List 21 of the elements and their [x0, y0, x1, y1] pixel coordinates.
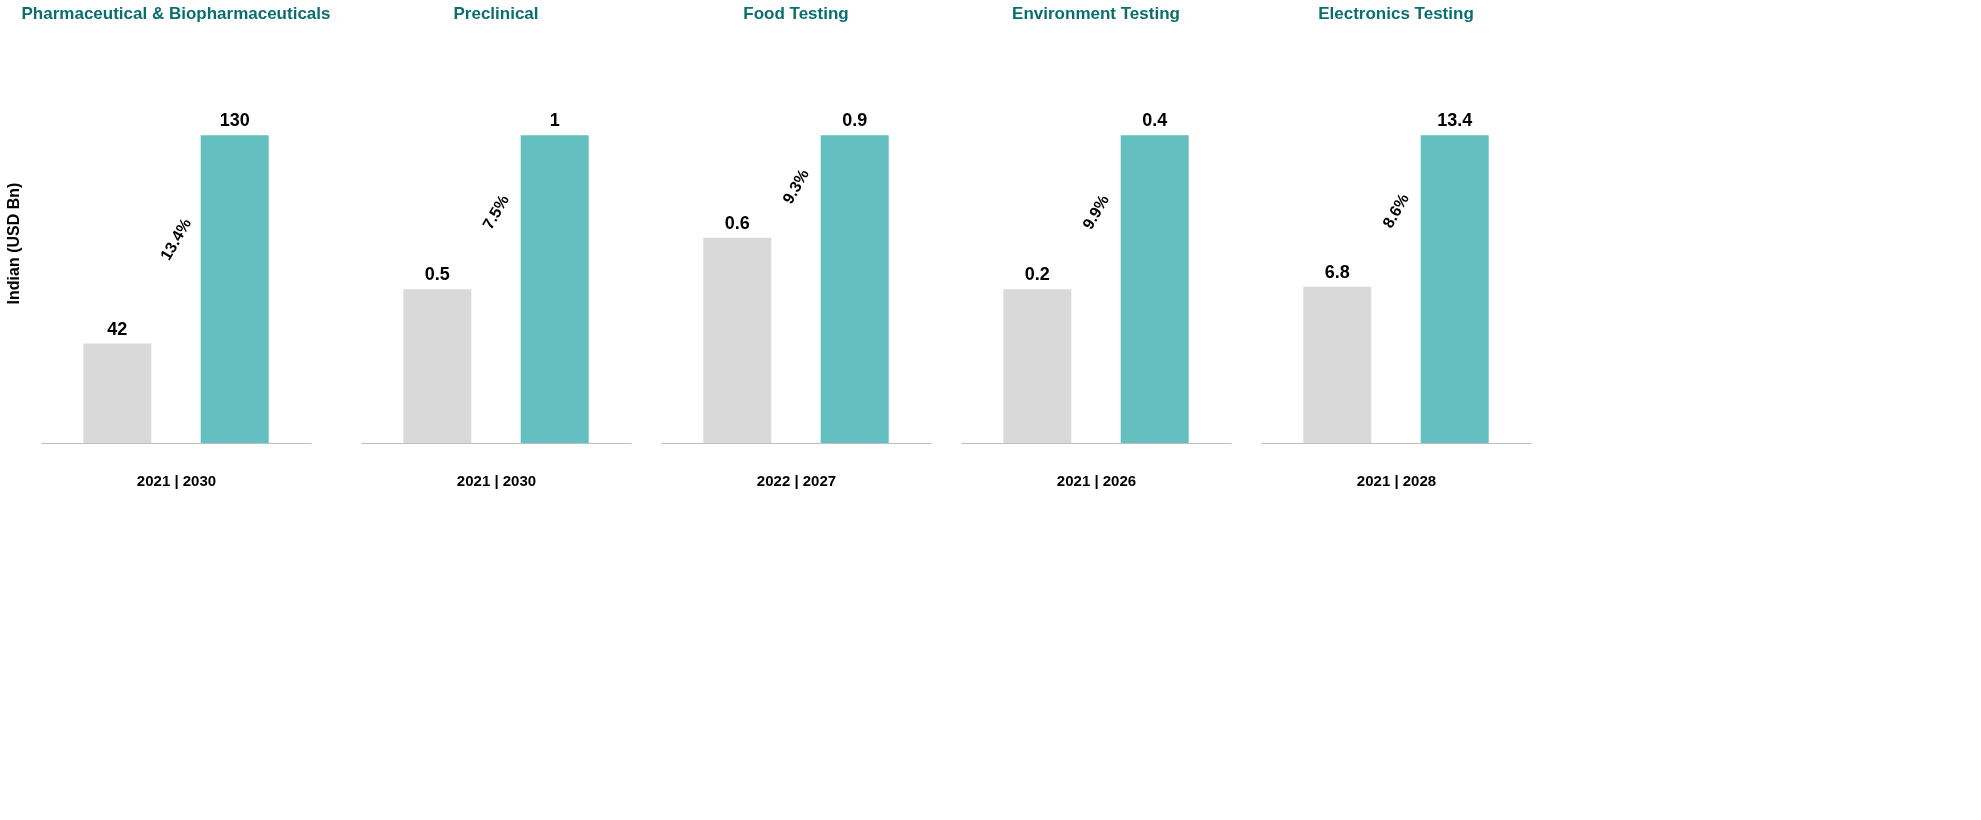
data-label: 42 [107, 318, 128, 339]
data-label: 0.2 [1024, 264, 1050, 285]
data-label: 6.8 [1324, 261, 1350, 282]
data-label: 0.9 [842, 110, 868, 131]
data-label: 0.4 [1142, 110, 1168, 131]
chart-title: Environment Testing [1012, 4, 1180, 23]
data-label: 1 [549, 110, 560, 131]
x-axis-title: 2022 | 2027 [756, 471, 837, 489]
data-label: 0.6 [724, 212, 750, 233]
data-label: 13.4 [1437, 110, 1473, 131]
data-label: 0.5 [424, 264, 450, 285]
x-axis-title: 2021 | 2026 [1056, 471, 1137, 489]
x-axis-title: 2021 | 2030 [136, 471, 217, 489]
data-label: 130 [219, 110, 250, 131]
chart-title: Electronics Testing [1318, 4, 1474, 23]
x-axis-title: 2021 | 2030 [456, 471, 537, 489]
chart-title: Food Testing [743, 4, 849, 23]
chart-title: Preclinical [453, 4, 539, 23]
chart-title: Pharmaceutical & Biopharmaceuticals [21, 4, 331, 23]
y-axis-title: Indian (USD Bn) [4, 182, 22, 305]
x-axis-title: 2021 | 2028 [1356, 471, 1437, 489]
